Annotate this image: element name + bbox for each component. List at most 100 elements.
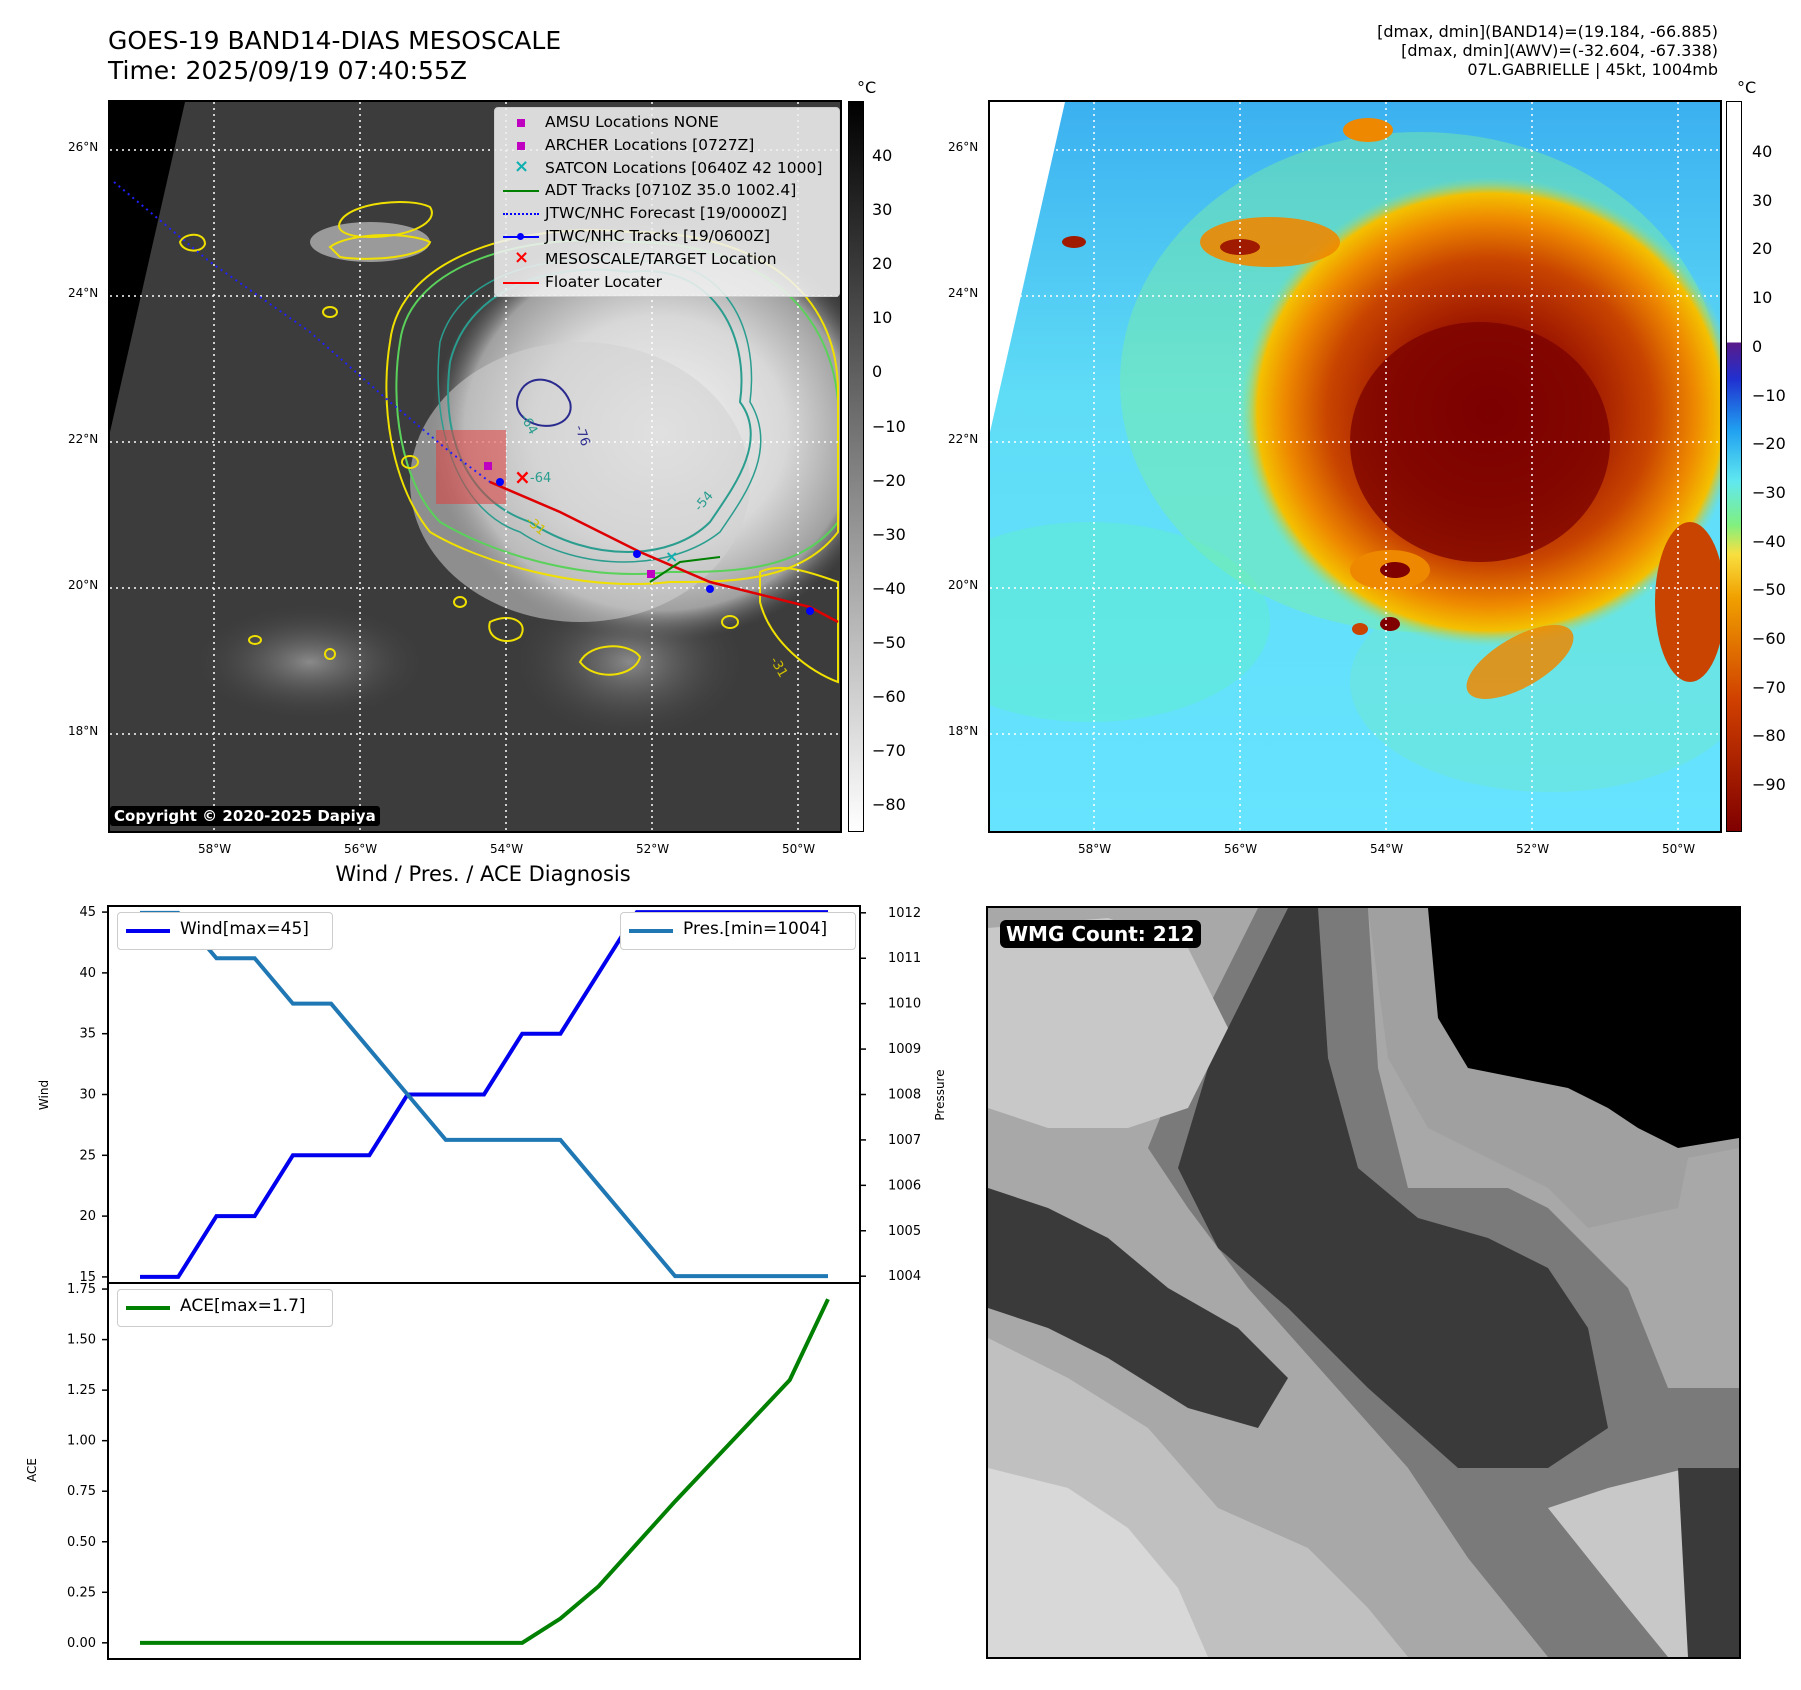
copyright-badge: Copyright © 2020-2025 Dapiya xyxy=(110,806,380,826)
wind-legend-label: Wind[max=45] xyxy=(180,919,309,939)
lat-label: 26°N xyxy=(68,140,99,154)
legend-marker xyxy=(517,141,525,150)
title-line-1: GOES-19 BAND14-DIAS MESOSCALE xyxy=(108,26,562,55)
ace-tick-label: 1.00 xyxy=(67,1434,96,1449)
legend-label: MESOSCALE/TARGET Location xyxy=(545,249,777,268)
ace-tick-label: 0.75 xyxy=(67,1484,96,1499)
colorbar-tick: −60 xyxy=(872,687,906,706)
pressure-tick-label: 1007 xyxy=(888,1133,921,1148)
lon-label: 58°W xyxy=(1078,842,1112,856)
wind-legend: Wind[max=45] xyxy=(117,912,333,950)
pressure-axis-label: Pressure xyxy=(933,1069,947,1120)
colorbar-tick: −20 xyxy=(1752,434,1786,454)
colorbar-tick: −70 xyxy=(872,741,906,761)
ace-legend: ACE[max=1.7] xyxy=(117,1289,333,1327)
lat-label: 22°N xyxy=(68,432,99,446)
legend-marker xyxy=(503,190,539,193)
archer-marker-2 xyxy=(647,570,655,578)
colorbar-tick: −20 xyxy=(872,470,906,490)
colorbar-tick: −40 xyxy=(1752,531,1786,551)
pressure-tick-label: 1005 xyxy=(888,1224,921,1239)
pressure-legend: Pres.[min=1004] xyxy=(620,912,856,950)
target-marker: × xyxy=(514,465,531,489)
diagnosis-title: Wind / Pres. / ACE Diagnosis xyxy=(335,862,631,886)
colorbar-tick: −30 xyxy=(872,524,906,544)
lat-label: 24°N xyxy=(948,286,979,300)
colorbar-tick: 10 xyxy=(872,308,893,328)
pressure-legend-line xyxy=(629,929,673,933)
ace-tick-label: 1.25 xyxy=(67,1383,96,1398)
no-data-region xyxy=(110,102,185,432)
pressure-tick-label: 1006 xyxy=(888,1178,921,1193)
wind-axis-label: Wind xyxy=(37,1080,51,1110)
colorbar-tick: 40 xyxy=(1752,142,1773,161)
ace-legend-label: ACE[max=1.7] xyxy=(180,1296,306,1316)
lon-label: 50°W xyxy=(1662,842,1696,856)
adt-track xyxy=(649,556,721,583)
legend-label: JTWC/NHC Forecast [19/0000Z] xyxy=(545,204,788,223)
pressure-legend-label: Pres.[min=1004] xyxy=(683,919,828,939)
wind-tick-label: 30 xyxy=(79,1088,96,1103)
wind-tick-label: 15 xyxy=(79,1270,96,1285)
color-enhanced-image xyxy=(990,102,1720,831)
wmg-panel: WMG Count: 212 xyxy=(986,906,1741,1659)
lon-label: 54°W xyxy=(490,842,524,856)
legend-label: JTWC/NHC Tracks [19/0600Z] xyxy=(545,227,771,245)
ir-satellite-panel: × × -64 -64 -76 -54 -31 -31 Copyright © … xyxy=(108,100,842,833)
stats-block: [dmax, dmin](BAND14)=(19.184, -66.885) [… xyxy=(1377,22,1718,79)
color-gridlines xyxy=(990,102,1720,831)
colorbar-tick: −80 xyxy=(1752,726,1786,746)
stats-line-3: 07L.GABRIELLE | 45kt, 1004mb xyxy=(1467,60,1718,79)
legend-marker: × xyxy=(514,155,530,177)
lon-label: 56°W xyxy=(1224,842,1258,856)
colorbar-tick: 30 xyxy=(872,200,893,220)
lon-label: 58°W xyxy=(198,842,232,856)
diagnosis-chart: 15 20 25 30 35 40 45 1004 1005 1006 1007 1008 1009 10… xyxy=(25,905,947,1660)
lon-label: 52°W xyxy=(1516,842,1550,856)
color-colorbar-unit: °C xyxy=(1737,78,1757,97)
wind-tick-label: 35 xyxy=(79,1027,96,1042)
wind-tick-label: 25 xyxy=(79,1148,96,1163)
colorbar-tick: −70 xyxy=(1752,677,1786,697)
legend-label: SATCON Locations [0640Z 42 1000] xyxy=(545,158,823,177)
contour-label: -76 xyxy=(571,423,592,448)
ace-axis-label: ACE xyxy=(25,1458,39,1482)
colorbar-tick: 0 xyxy=(1752,336,1763,356)
pressure-tick-label: 1012 xyxy=(888,906,921,921)
pressure-tick-label: 1011 xyxy=(888,951,921,966)
colorbar-tick: −60 xyxy=(1752,629,1786,648)
lat-label: 22°N xyxy=(948,432,979,446)
ace-axes xyxy=(107,1282,861,1660)
colorbar-tick: 20 xyxy=(872,254,893,274)
stats-line-2: [dmax, dmin](AWV)=(-32.604, -67.338) xyxy=(1401,41,1718,60)
wind-tick-label: 20 xyxy=(79,1209,96,1224)
ir-colorbar xyxy=(848,101,864,832)
ace-tick-label: 1.50 xyxy=(67,1333,96,1348)
legend-marker: × xyxy=(514,246,530,268)
colorbar-tick: −10 xyxy=(1752,385,1786,405)
wmg-count-badge: WMG Count: 212 xyxy=(1000,920,1201,948)
legend-label: Floater Locater xyxy=(545,272,662,291)
ace-series-line xyxy=(140,1298,830,1645)
lon-label: 50°W xyxy=(782,842,816,856)
best-track-points xyxy=(496,478,814,615)
legend-marker xyxy=(503,233,539,240)
legend-label: ADT Tracks [0710Z 35.0 1002.4] xyxy=(545,181,797,200)
colorbar-tick: −50 xyxy=(872,632,906,652)
lat-label: 18°N xyxy=(68,724,99,738)
color-enhanced-panel xyxy=(988,100,1722,833)
colorbar-tick: −50 xyxy=(1752,580,1786,600)
wmg-image xyxy=(988,908,1739,1657)
ace-tick-label: 0.25 xyxy=(67,1585,96,1600)
ace-tick-label: 0.00 xyxy=(67,1636,96,1651)
stats-line-1: [dmax, dmin](BAND14)=(19.184, -66.885) xyxy=(1377,22,1718,41)
pressure-tick-label: 1009 xyxy=(888,1042,921,1057)
contour-label: -31 xyxy=(767,655,791,681)
lat-label: 18°N xyxy=(948,724,979,738)
pressure-series-line xyxy=(140,910,828,1279)
satcon-marker: × xyxy=(665,547,678,566)
contour-label: -64 xyxy=(530,471,551,486)
ir-colorbar-unit: °C xyxy=(857,78,877,97)
legend-marker xyxy=(503,213,539,216)
pressure-tick-label: 1008 xyxy=(888,1088,921,1103)
